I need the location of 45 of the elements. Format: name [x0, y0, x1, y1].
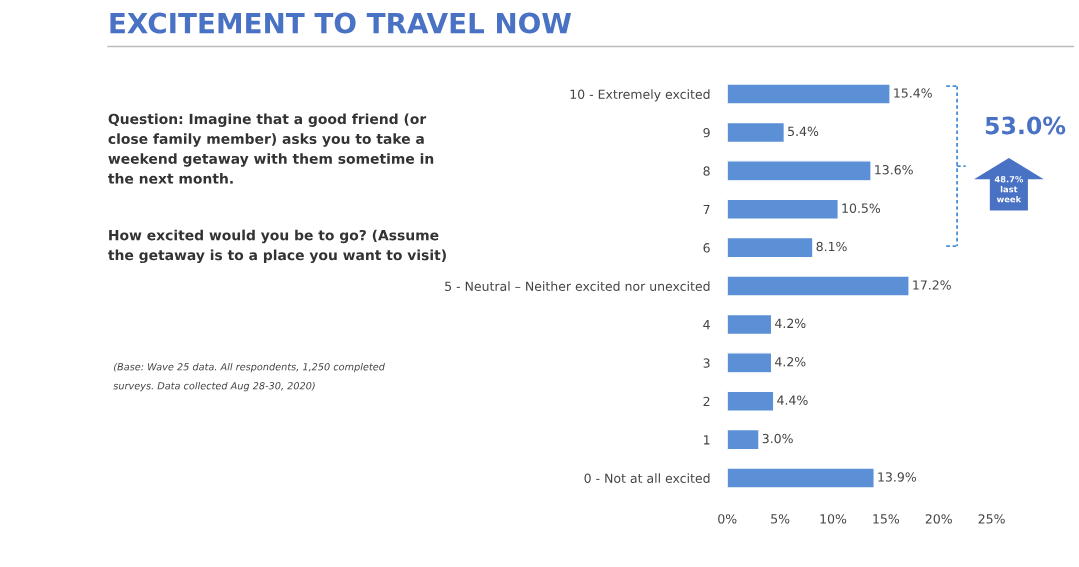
x-tick-label: 25% — [978, 514, 1005, 524]
bar — [727, 352, 773, 374]
y-tick-label: 2 — [703, 396, 710, 406]
y-tick-label: 10 - Extremely excited — [570, 89, 710, 102]
y-tick-label: 5 - Neutral – Neither excited nor unexcited — [445, 281, 710, 291]
x-tick-label: 20% — [925, 514, 952, 524]
y-tick-label: 8 — [703, 166, 710, 176]
y-tick-label: 0 - Not at all excited — [584, 473, 710, 483]
bar — [727, 198, 839, 220]
bar — [727, 467, 875, 489]
data-label: 8.1% — [816, 241, 847, 252]
bar — [727, 121, 786, 144]
data-label: 15.4% — [894, 88, 932, 98]
bar — [727, 313, 773, 336]
data-label: 10.5% — [842, 203, 881, 213]
y-tick-label: 3 — [703, 358, 710, 368]
text: 48.7% last week — [994, 176, 1024, 203]
x-tick-label: 10% — [820, 514, 847, 524]
data-label: 3.0% — [762, 433, 793, 444]
data-label: 4.2% — [775, 318, 806, 329]
bar — [727, 275, 910, 297]
x-tick-label: 5% — [771, 514, 790, 524]
text: EXCITEMENT TO TRAVEL NOW — [110, 12, 572, 34]
data-label: 5.4% — [788, 126, 819, 137]
y-tick-label: 1 — [704, 435, 710, 445]
annotation: 53.0% — [985, 116, 1066, 135]
x-tick-label: 0% — [718, 514, 737, 524]
bar — [727, 390, 775, 412]
text: (Base: Wave 25 data. All respondents, 1,250 completed surveys. Data collected Aug 28-30, 2020) — [113, 362, 385, 392]
y-tick-label: 7 — [703, 204, 710, 214]
y-tick-label: 4 — [703, 320, 710, 330]
data-label: 4.2% — [775, 357, 806, 367]
data-label: 17.2% — [913, 280, 951, 290]
y-tick-label: 6 — [703, 243, 710, 253]
bar — [727, 428, 760, 451]
text: Question: Imagine that a good friend (or close family member) asks you to take a weekend getaway with them sometime in the next month. — [108, 113, 434, 184]
text: How excited would you be to go? (Assume the getaway is to a place you want to visit) — [108, 229, 446, 264]
bar — [727, 160, 872, 182]
x-tick-label: 15% — [873, 514, 900, 524]
y-tick-label: 9 — [703, 127, 710, 138]
bar — [727, 236, 814, 259]
data-label: 13.9% — [878, 472, 917, 482]
data-label: 4.4% — [777, 395, 808, 405]
data-label: 13.6% — [875, 165, 913, 175]
bar — [727, 83, 891, 105]
